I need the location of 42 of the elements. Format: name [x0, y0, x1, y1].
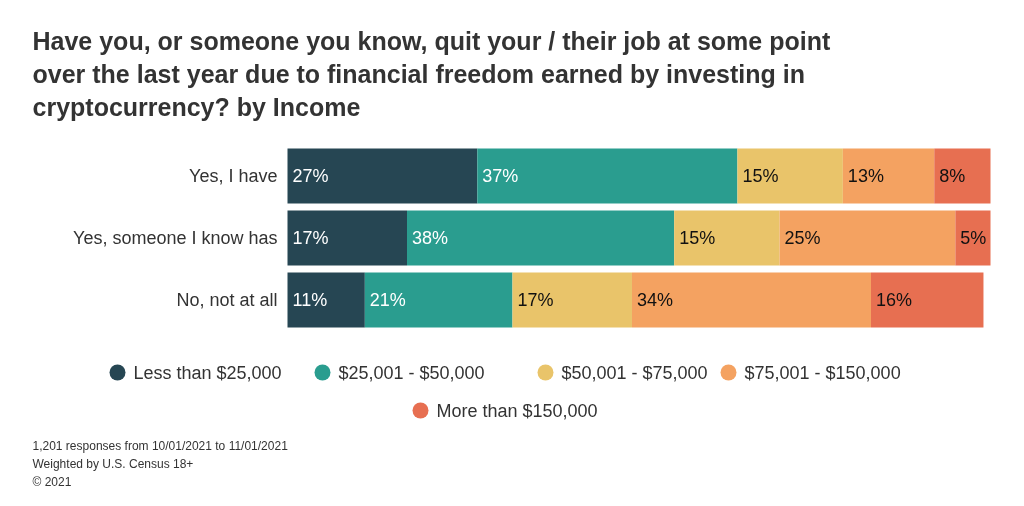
data-label: 17% — [517, 290, 554, 310]
data-label: 34% — [636, 290, 673, 310]
bar — [674, 210, 780, 266]
bar — [870, 272, 984, 328]
y-tick-label: No, not at all — [176, 290, 278, 310]
bar — [407, 210, 675, 266]
text: © 2021 — [32, 474, 72, 489]
legend-label: $50,001 - $75,000 — [561, 362, 708, 383]
bar — [287, 210, 408, 266]
data-label: 5% — [960, 228, 987, 248]
legend-label: More than $150,000 — [436, 400, 598, 421]
data-label: 27% — [292, 166, 329, 186]
bar — [287, 148, 478, 204]
data-label: 13% — [847, 166, 884, 186]
bar — [477, 148, 738, 204]
data-label: 21% — [369, 290, 406, 310]
bar — [955, 210, 991, 266]
bar — [934, 148, 991, 204]
y-tick-label: Yes, I have — [189, 166, 278, 186]
bar — [364, 272, 513, 328]
data-label: 16% — [875, 290, 913, 310]
data-label: 38% — [412, 228, 449, 248]
legend-label: Less than $25,000 — [133, 362, 282, 383]
bar — [779, 210, 956, 266]
bar — [631, 272, 871, 328]
y-tick-label: Yes, someone I know has — [73, 228, 278, 248]
data-label: 17% — [292, 228, 329, 248]
bar — [512, 272, 632, 328]
legend-label: $25,001 - $50,000 — [338, 362, 485, 383]
bar — [737, 148, 843, 204]
legend-label: $75,001 - $150,000 — [744, 362, 901, 383]
text: 1,201 responses from 10/01/2021 to 11/01/2021 — [32, 438, 289, 453]
data-label: 15% — [679, 228, 716, 248]
data-label: 37% — [482, 166, 519, 186]
chart-title: Have you, or someone you know, quit your / their job at some point over the last year due to financial freedom earned by investing in cryptocurrency? by Income — [32, 26, 831, 121]
data-label: 15% — [742, 166, 779, 186]
data-label: 8% — [939, 166, 966, 186]
bar — [842, 148, 935, 204]
bar — [287, 272, 365, 328]
data-label: 11% — [292, 290, 328, 310]
data-label: 25% — [784, 228, 821, 248]
text: Weighted by U.S. Census 18+ — [32, 456, 194, 471]
